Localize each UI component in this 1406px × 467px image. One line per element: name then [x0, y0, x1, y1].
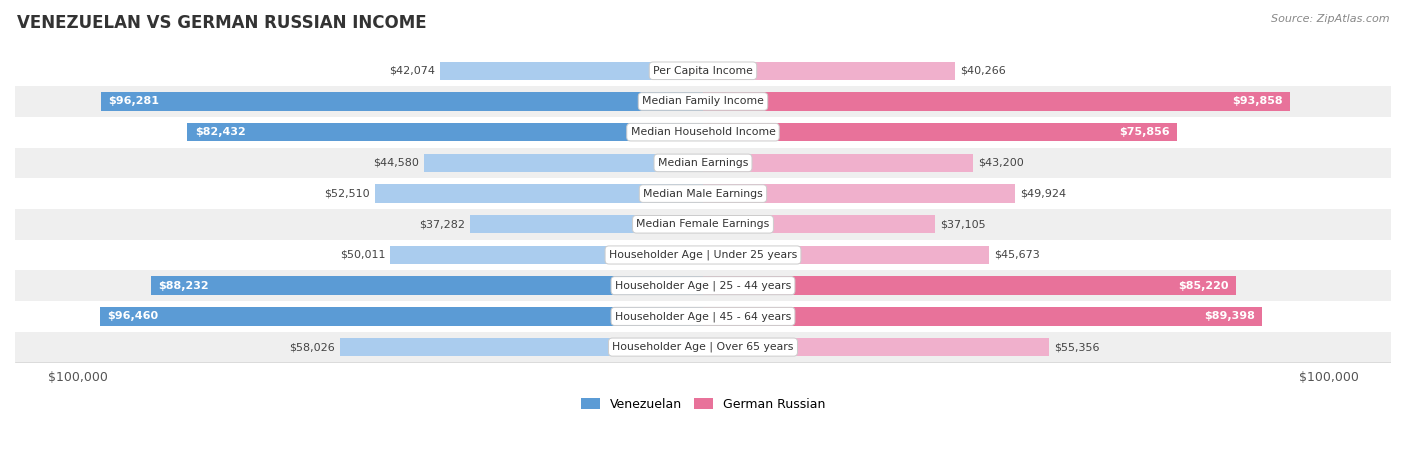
- Text: $85,220: $85,220: [1178, 281, 1229, 290]
- Text: $52,510: $52,510: [323, 189, 370, 198]
- Bar: [3, 86, 1403, 117]
- Text: $55,356: $55,356: [1054, 342, 1099, 352]
- Bar: [152, 276, 703, 295]
- Bar: [3, 117, 1403, 148]
- Bar: [703, 92, 1291, 111]
- Text: $43,200: $43,200: [979, 158, 1024, 168]
- Bar: [703, 276, 1236, 295]
- Bar: [425, 154, 703, 172]
- Text: Householder Age | 25 - 44 years: Householder Age | 25 - 44 years: [614, 280, 792, 291]
- Text: Householder Age | Over 65 years: Householder Age | Over 65 years: [612, 342, 794, 352]
- Bar: [187, 123, 703, 142]
- Text: Median Earnings: Median Earnings: [658, 158, 748, 168]
- Bar: [100, 307, 703, 325]
- Bar: [703, 123, 1177, 142]
- Legend: Venezuelan, German Russian: Venezuelan, German Russian: [575, 393, 831, 416]
- Text: Householder Age | 45 - 64 years: Householder Age | 45 - 64 years: [614, 311, 792, 322]
- Bar: [703, 246, 988, 264]
- Bar: [3, 270, 1403, 301]
- Bar: [703, 184, 1015, 203]
- Text: $58,026: $58,026: [290, 342, 335, 352]
- Bar: [3, 240, 1403, 270]
- Text: Median Household Income: Median Household Income: [630, 127, 776, 137]
- Text: $40,266: $40,266: [960, 66, 1005, 76]
- Text: Median Male Earnings: Median Male Earnings: [643, 189, 763, 198]
- Bar: [3, 178, 1403, 209]
- Text: $89,398: $89,398: [1204, 311, 1254, 321]
- Text: Householder Age | Under 25 years: Householder Age | Under 25 years: [609, 250, 797, 260]
- Bar: [3, 209, 1403, 240]
- Text: $49,924: $49,924: [1021, 189, 1066, 198]
- Text: $42,074: $42,074: [389, 66, 434, 76]
- Bar: [470, 215, 703, 234]
- Bar: [340, 338, 703, 356]
- Text: VENEZUELAN VS GERMAN RUSSIAN INCOME: VENEZUELAN VS GERMAN RUSSIAN INCOME: [17, 14, 426, 32]
- Bar: [703, 307, 1263, 325]
- Bar: [703, 154, 973, 172]
- Bar: [101, 92, 703, 111]
- Text: $37,282: $37,282: [419, 219, 465, 229]
- Text: $44,580: $44,580: [374, 158, 419, 168]
- Text: $88,232: $88,232: [159, 281, 209, 290]
- Text: $50,011: $50,011: [340, 250, 385, 260]
- Text: $75,856: $75,856: [1119, 127, 1170, 137]
- Bar: [440, 62, 703, 80]
- Bar: [703, 62, 955, 80]
- Text: $82,432: $82,432: [195, 127, 246, 137]
- Bar: [391, 246, 703, 264]
- Text: $45,673: $45,673: [994, 250, 1039, 260]
- Bar: [3, 301, 1403, 332]
- Text: Source: ZipAtlas.com: Source: ZipAtlas.com: [1271, 14, 1389, 24]
- Bar: [3, 148, 1403, 178]
- Bar: [3, 56, 1403, 86]
- Text: $93,858: $93,858: [1232, 97, 1282, 106]
- Bar: [703, 215, 935, 234]
- Text: Median Family Income: Median Family Income: [643, 97, 763, 106]
- Text: $96,281: $96,281: [108, 97, 159, 106]
- Text: Per Capita Income: Per Capita Income: [652, 66, 754, 76]
- Text: $37,105: $37,105: [941, 219, 986, 229]
- Bar: [374, 184, 703, 203]
- Bar: [703, 338, 1049, 356]
- Bar: [3, 332, 1403, 362]
- Text: Median Female Earnings: Median Female Earnings: [637, 219, 769, 229]
- Text: $96,460: $96,460: [107, 311, 159, 321]
